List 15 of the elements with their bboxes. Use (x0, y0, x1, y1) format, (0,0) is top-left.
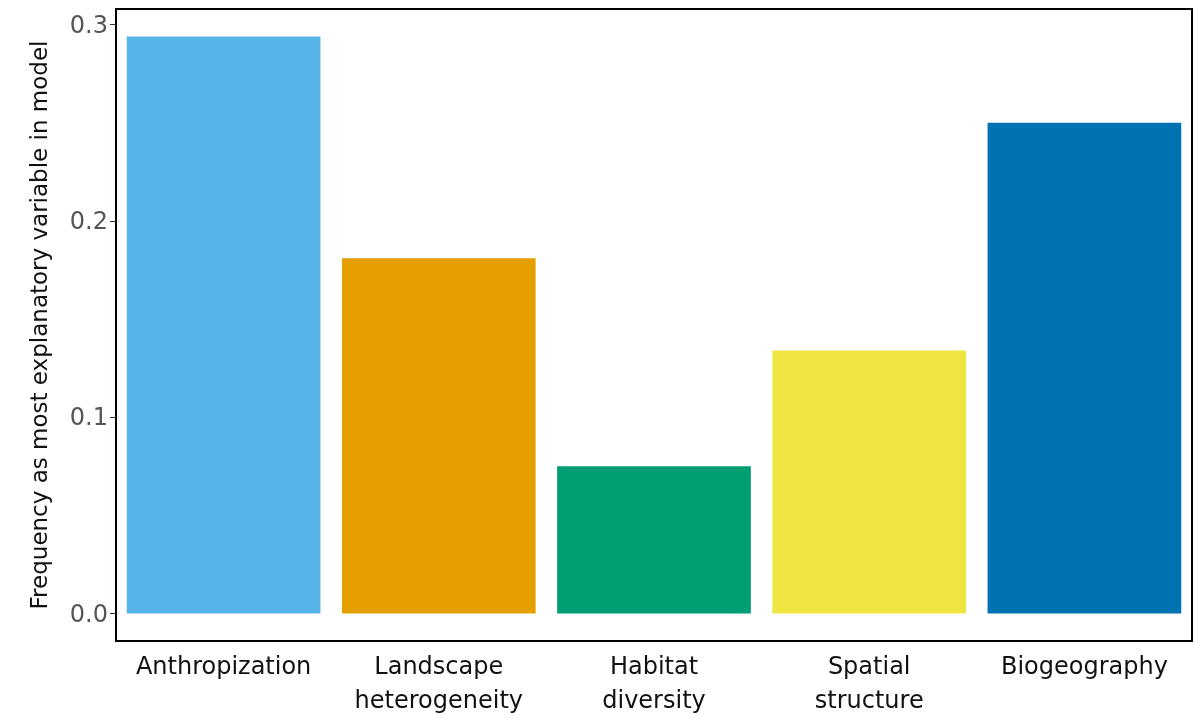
x-tick-label: Landscape heterogeneity (354, 652, 524, 714)
bar (772, 350, 967, 614)
bar (126, 36, 321, 614)
x-tick-label: Habitat diversity (602, 652, 706, 714)
y-axis-title: Frequency as most explanatory variable in model (26, 40, 52, 610)
y-tick-label: 0.0 (69, 599, 108, 628)
y-tick-label: 0.2 (69, 206, 108, 235)
y-tick-label: 0.1 (69, 403, 108, 432)
x-tick-label: Anthropization (135, 652, 312, 680)
x-tick-label: Biogeography (1000, 652, 1168, 680)
bar (987, 122, 1182, 614)
bar (341, 258, 536, 614)
x-tick-label: Spatial structure (814, 652, 924, 714)
y-tick-label: 0.3 (69, 10, 108, 39)
bar (557, 466, 751, 614)
